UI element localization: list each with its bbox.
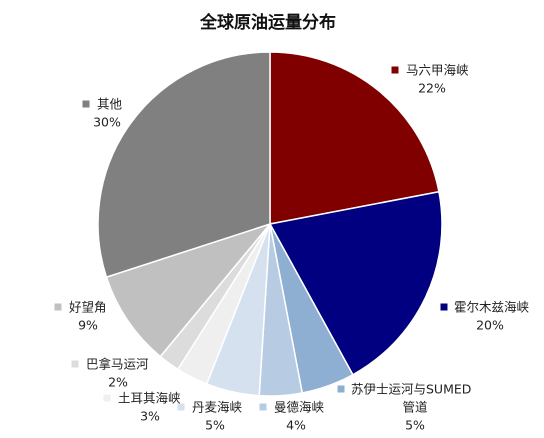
slice-name-label: 好望角 (69, 300, 107, 315)
slice-value-label: 22% (418, 81, 446, 96)
slice-label-marker (54, 303, 62, 311)
slice-name-label: 马六甲海峡 (406, 63, 469, 78)
slice-label-marker (82, 100, 90, 108)
slice-name-label: 曼德海峡 (274, 400, 325, 415)
slice-label-marker (337, 385, 345, 393)
slice-value-label: 5% (205, 418, 225, 433)
slice-name-label: 巴拿马运河 (86, 357, 149, 372)
chart-title: 全球原油运量分布 (199, 12, 336, 33)
pie-slice (269, 51, 440, 225)
slice-label-marker (177, 403, 185, 411)
slice-value-label: 4% (286, 418, 306, 433)
slice-value-label: 20% (476, 318, 504, 333)
pie-slice (268, 190, 443, 376)
slice-label-marker (103, 394, 111, 402)
slice-name-label: 土耳其海峡 (118, 391, 181, 406)
slice-label-marker (440, 303, 448, 311)
pie-slice (105, 222, 273, 358)
slice-label-marker (259, 403, 267, 411)
slice-value-label: 30% (93, 115, 121, 130)
slice-value-label: 9% (78, 318, 98, 333)
slice-label-marker (391, 66, 399, 74)
slice-name-label: 丹麦海峡 (192, 400, 243, 415)
slice-value-label: 3% (140, 409, 160, 424)
slice-value-label: 2% (108, 375, 128, 390)
pie-slice (97, 51, 271, 279)
slice-label-marker (71, 360, 79, 368)
slice-name-label: 管道 (402, 400, 428, 415)
slice-name-label: 其他 (97, 97, 123, 112)
slice-name-label: 苏伊士运河与SUMED (351, 382, 471, 397)
pie-slices (97, 51, 443, 397)
pie-labels: 马六甲海峡 22% 霍尔木兹海峡 20% 苏伊士运河与SUMED 管道 5% 曼德海峡 4% 丹麦… (54, 63, 530, 433)
slice-name-label: 霍尔木兹海峡 (454, 300, 530, 315)
slice-value-label: 5% (405, 418, 425, 433)
